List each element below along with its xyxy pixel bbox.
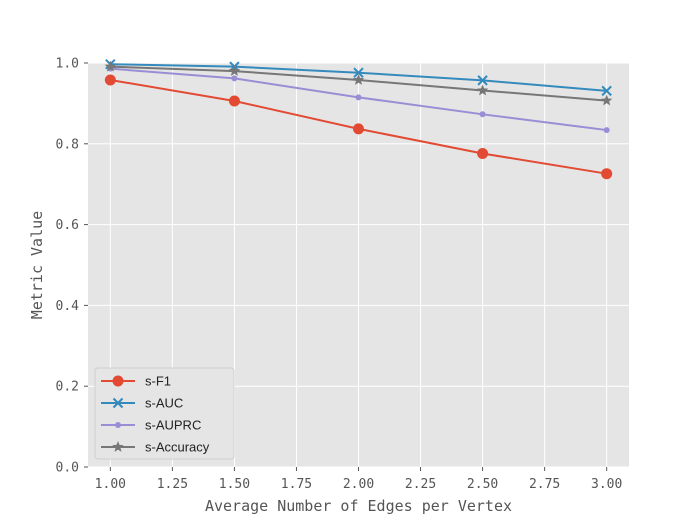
y-tick-label: 0.4 [56, 299, 80, 314]
data-point-s-auprc [603, 127, 610, 134]
data-point-s-accuracy [600, 94, 613, 106]
data-point-s-f1 [353, 123, 364, 135]
legend: s-F1 s-AUC s-AUPRC s-Accuracy [94, 367, 235, 460]
data-point-s-f1 [228, 95, 240, 107]
series-group [104, 59, 613, 180]
legend-item-s-auc: s-AUC [101, 396, 183, 411]
legend-item-s-f1: s-F1 [101, 374, 171, 389]
data-point-s-auc [477, 75, 488, 86]
y-tick-label: 0.8 [56, 137, 79, 152]
y-tick-label: 0.6 [56, 218, 79, 233]
data-point-s-f1 [104, 74, 116, 86]
data-point-s-auprc [479, 111, 486, 118]
legend-marker [115, 422, 121, 428]
data-point-s-accuracy [476, 84, 489, 96]
x-axis-title: Average Number of Edges per Vertex [205, 497, 512, 515]
y-axis-title: Metric Value [28, 211, 46, 319]
data-point-s-accuracy [352, 73, 365, 85]
legend-item-s-accuracy: s-Accuracy [101, 440, 210, 455]
x-tick-label: 1.75 [281, 477, 312, 492]
series-s-auprc [107, 65, 610, 134]
y-tick-label: 0.0 [56, 461, 79, 476]
x-tick-label: 1.50 [219, 477, 250, 492]
legend-label: s-AUPRC [145, 418, 201, 433]
x-tick-label: 2.00 [343, 477, 374, 492]
data-point-s-auprc [355, 94, 362, 101]
data-point-s-auc [601, 85, 612, 97]
axis-ticks: 1.00 1.25 1.50 1.75 2.00 2.25 2.50 2.75 3.00 0.0 0… [56, 57, 623, 493]
legend-label: s-Accuracy [145, 440, 210, 455]
data-point-s-accuracy [228, 65, 241, 76]
data-point-s-accuracy [104, 60, 117, 72]
x-tick-label: 2.75 [529, 477, 560, 492]
legend-label: s-F1 [145, 374, 171, 389]
legend-marker [112, 375, 124, 387]
legend-item-s-auprc: s-AUPRC [101, 418, 201, 433]
series-s-f1 [104, 74, 613, 180]
legend-box [94, 367, 235, 460]
x-tick-label: 3.00 [591, 477, 622, 492]
data-point-s-f1 [601, 168, 613, 180]
x-tick-label: 2.50 [467, 477, 498, 492]
x-tick-label: 2.25 [405, 477, 436, 492]
legend-label: s-AUC [145, 396, 183, 411]
y-tick-label: 1.0 [56, 57, 79, 72]
legend-marker [112, 441, 124, 452]
data-point-s-auprc [231, 75, 238, 82]
x-tick-label: 1.00 [95, 477, 126, 492]
data-point-s-auc [353, 67, 364, 78]
x-tick-label: 1.25 [157, 477, 188, 492]
y-tick-label: 0.2 [56, 380, 79, 395]
legend-marker [112, 397, 124, 409]
data-point-s-f1 [477, 147, 489, 159]
series-s-accuracy [104, 60, 613, 106]
